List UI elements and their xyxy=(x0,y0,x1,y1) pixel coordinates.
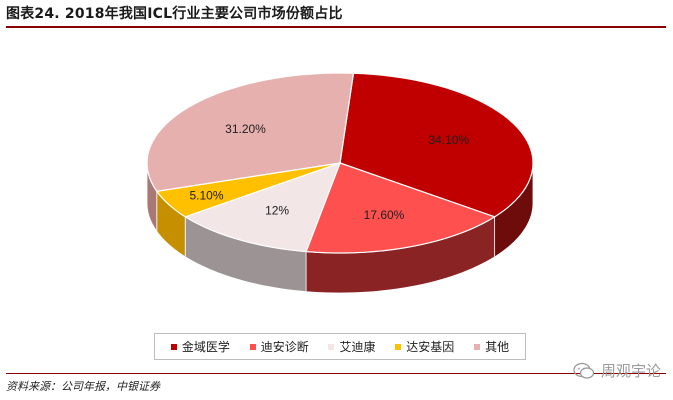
legend-swatch-2 xyxy=(328,343,335,350)
legend-label-3: 达安基因 xyxy=(406,340,455,354)
data-label-1: 17.60% xyxy=(364,208,405,222)
legend-swatch-1 xyxy=(249,343,256,350)
watermark-text: 周观宇论 xyxy=(600,362,661,380)
legend-item-0: 金域医学 xyxy=(170,338,230,355)
pie-tops xyxy=(146,72,534,254)
legend-label-0: 金域医学 xyxy=(181,340,230,354)
legend-item-3: 达安基因 xyxy=(395,338,454,355)
chart-legend: 金域医学 迪安诊断 艾迪康 达安基因 其他 xyxy=(154,333,526,360)
pie-labels: 34.10% 17.60% 12% 5.10% 31.20% xyxy=(189,122,469,222)
legend-item-4: 其他 xyxy=(474,338,509,355)
title-rule xyxy=(6,26,666,28)
pie-slice-4 xyxy=(146,72,355,192)
data-label-2: 12% xyxy=(265,204,289,218)
wechat-icon xyxy=(573,362,595,379)
pie-chart: 34.10% 17.60% 12% 5.10% 31.20% xyxy=(146,72,534,294)
data-label-3: 5.10% xyxy=(189,188,223,202)
pie-slice-0 xyxy=(339,72,534,218)
pie-slice-3 xyxy=(155,162,341,218)
legend-item-2: 艾迪康 xyxy=(328,338,376,355)
pie-slice-1 xyxy=(305,162,497,254)
legend-label-4: 其他 xyxy=(485,340,510,354)
legend-swatch-4 xyxy=(474,343,481,350)
legend-item-1: 迪安诊断 xyxy=(249,338,309,355)
legend-label-2: 艾迪康 xyxy=(339,340,376,354)
figure-title: 图表24. 2018年我国ICL行业主要公司市场份额占比 xyxy=(6,6,343,22)
legend-swatch-3 xyxy=(395,343,402,350)
legend-label-1: 迪安诊断 xyxy=(260,340,309,354)
legend-swatch-0 xyxy=(170,343,177,350)
data-label-4: 31.20% xyxy=(225,122,266,136)
watermark: 周观宇论 xyxy=(573,360,661,381)
data-label-0: 34.10% xyxy=(428,133,469,147)
source-rule xyxy=(6,373,666,374)
pie-sides xyxy=(146,162,534,294)
pie-slice-2 xyxy=(183,162,342,253)
source-note: 资料来源：公司年报，中银证券 xyxy=(6,380,160,393)
